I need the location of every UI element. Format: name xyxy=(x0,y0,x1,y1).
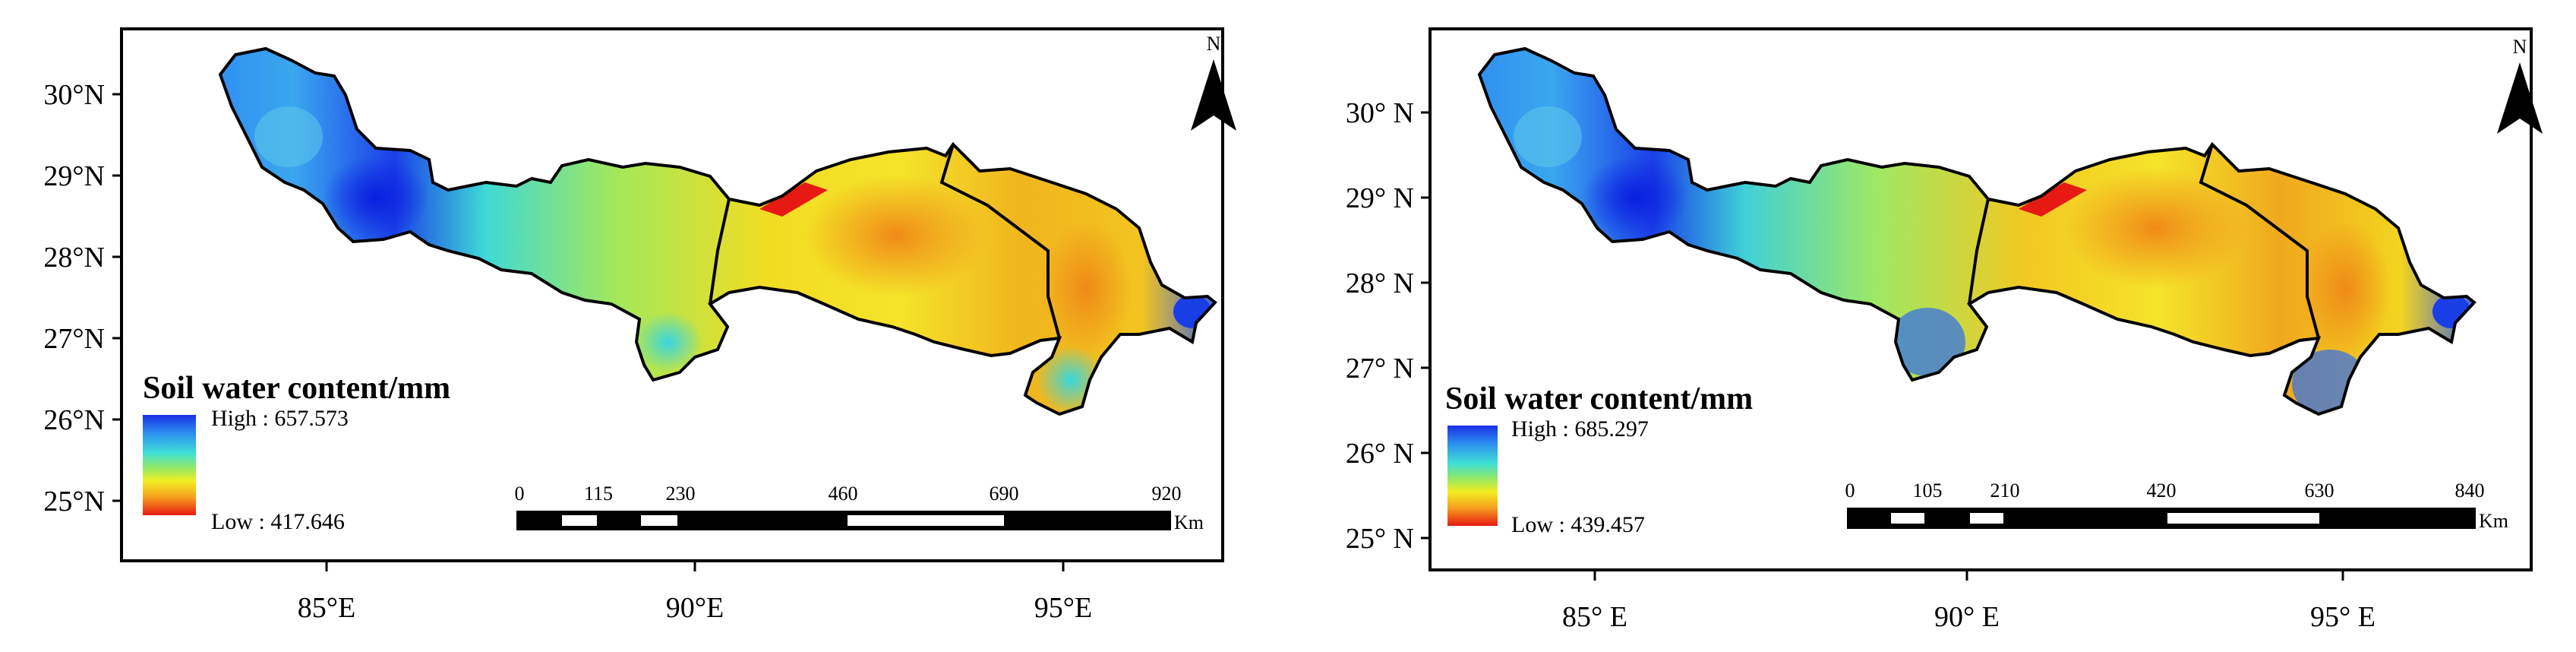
scale-unit: Km xyxy=(1174,511,1204,533)
lat-tick-label: 29° N xyxy=(1346,182,1414,214)
legend-color-ramp xyxy=(143,415,196,515)
legend-low-label: Low : 417.646 xyxy=(211,509,345,534)
scale-label: 230 xyxy=(666,483,696,505)
lat-tick-label: 25° N xyxy=(1346,523,1414,555)
svg-text:N: N xyxy=(2513,36,2527,58)
lon-tick-label: 95° E xyxy=(2310,601,2376,633)
legend: Soil water content/mm High : 657.573 Low… xyxy=(143,371,450,534)
map-panel-a: 30°N 29°N 28°N 27°N 26°N 25°N 85°E 90°E … xyxy=(43,27,1236,624)
sub-basin-boundary xyxy=(939,144,1061,339)
lat-tick-label: 28° N xyxy=(1346,267,1414,299)
map-panel-b: 30° N 29° N 28° N 27° N 26° N 25° N 85° … xyxy=(1346,27,2543,633)
lon-axis: 85°E 90°E 95°E xyxy=(298,561,1092,624)
sub-basin-boundary xyxy=(709,198,731,305)
scale-label: 105 xyxy=(1913,480,1943,502)
scale-label: 840 xyxy=(2455,480,2485,502)
lat-tick-label: 27°N xyxy=(43,323,105,355)
scale-label: 115 xyxy=(584,483,613,505)
scale-label: 0 xyxy=(515,483,525,505)
legend-high-label: High : 657.573 xyxy=(211,406,349,431)
scale-label: 630 xyxy=(2305,480,2334,502)
lon-tick-label: 90°E xyxy=(666,592,724,624)
scale-unit: Km xyxy=(2479,510,2508,532)
lon-tick-label: 85°E xyxy=(298,592,355,624)
sub-basin-boundary xyxy=(1968,198,1990,305)
scale-label: 210 xyxy=(1990,480,2020,502)
scale-label: 420 xyxy=(2147,480,2177,502)
north-arrow-icon: N xyxy=(2497,36,2543,134)
lat-tick-label: 26° N xyxy=(1346,438,1414,470)
lon-axis: 85° E 90° E 95° E xyxy=(1562,570,2376,633)
lat-tick-label: 29°N xyxy=(43,160,105,192)
legend-high-label: High : 685.297 xyxy=(1511,416,1649,442)
scale-label: 690 xyxy=(990,483,1019,505)
legend-title: Soil water content/mm xyxy=(1445,381,1753,416)
lat-tick-label: 28°N xyxy=(43,242,105,274)
north-arrow-icon: N xyxy=(1191,33,1236,131)
lat-tick-label: 30° N xyxy=(1346,97,1414,129)
lon-tick-label: 90° E xyxy=(1934,601,2000,633)
scale-label: 460 xyxy=(829,483,858,505)
sub-basin-boundary xyxy=(2199,144,2320,339)
lat-tick-label: 25°N xyxy=(43,486,105,517)
scale-label: 0 xyxy=(1845,480,1855,502)
lat-tick-label: 30°N xyxy=(43,79,105,111)
lon-tick-label: 95°E xyxy=(1034,592,1092,624)
svg-text:N: N xyxy=(1207,33,1221,55)
lat-axis: 30°N 29°N 28°N 27°N 26°N 25°N xyxy=(43,79,122,517)
legend-title: Soil water content/mm xyxy=(143,371,450,406)
legend-low-label: Low : 439.457 xyxy=(1511,512,1645,537)
lon-tick-label: 85° E xyxy=(1562,601,1627,633)
legend-color-ramp xyxy=(1447,426,1498,526)
lat-tick-label: 27° N xyxy=(1346,353,1414,385)
lat-axis: 30° N 29° N 28° N 27° N 26° N 25° N xyxy=(1346,97,1430,555)
scale-label: 920 xyxy=(1152,483,1182,505)
scale-bar: 0 115 230 460 690 920 Km xyxy=(515,483,1204,533)
scale-bar: 0 105 210 420 630 840 Km xyxy=(1845,480,2509,532)
legend: Soil water content/mm High : 685.297 Low… xyxy=(1445,381,1753,537)
lat-tick-label: 26°N xyxy=(43,404,105,436)
